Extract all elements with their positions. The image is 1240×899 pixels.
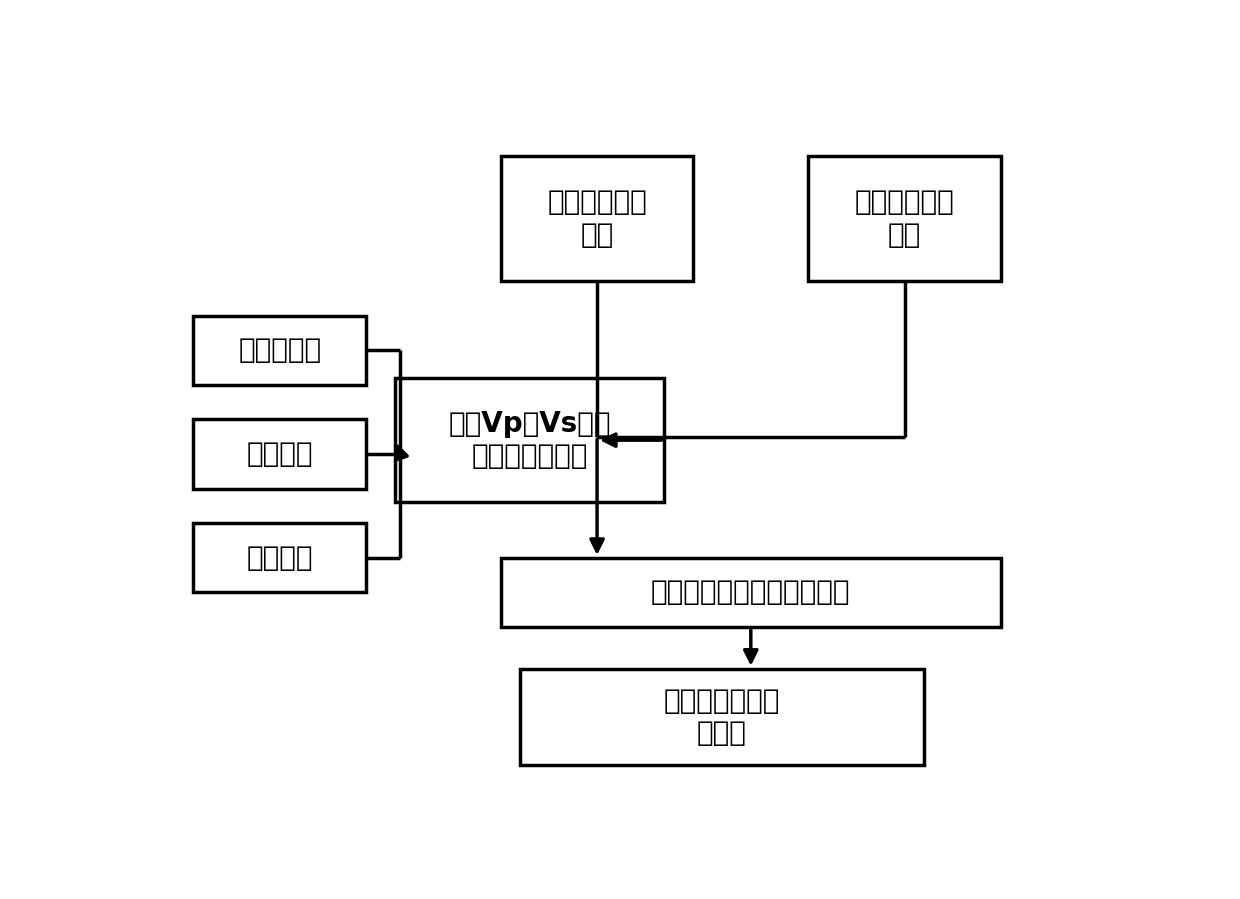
Text: 地壳Vp、Vs速度
和密度初始模型: 地壳Vp、Vs速度 和密度初始模型 — [449, 410, 611, 470]
Bar — [193, 523, 367, 592]
Bar — [501, 557, 1001, 628]
Bar — [501, 156, 693, 280]
Text: 地壳三维密度精
细结构: 地壳三维密度精 细结构 — [663, 687, 780, 747]
Bar — [808, 156, 1001, 280]
Text: 地质、物性: 地质、物性 — [238, 336, 321, 364]
Bar — [396, 378, 665, 503]
Text: 速度结构: 速度结构 — [247, 440, 314, 468]
Text: 宽频地震波形
数据: 宽频地震波形 数据 — [547, 189, 647, 249]
Text: 布格重力异常
数据: 布格重力异常 数据 — [854, 189, 955, 249]
Text: 界面结构: 界面结构 — [247, 544, 314, 572]
Bar — [193, 316, 367, 385]
Text: 地震全波形与重力联合反演: 地震全波形与重力联合反演 — [651, 578, 851, 607]
Bar — [521, 669, 924, 766]
Bar — [193, 419, 367, 489]
